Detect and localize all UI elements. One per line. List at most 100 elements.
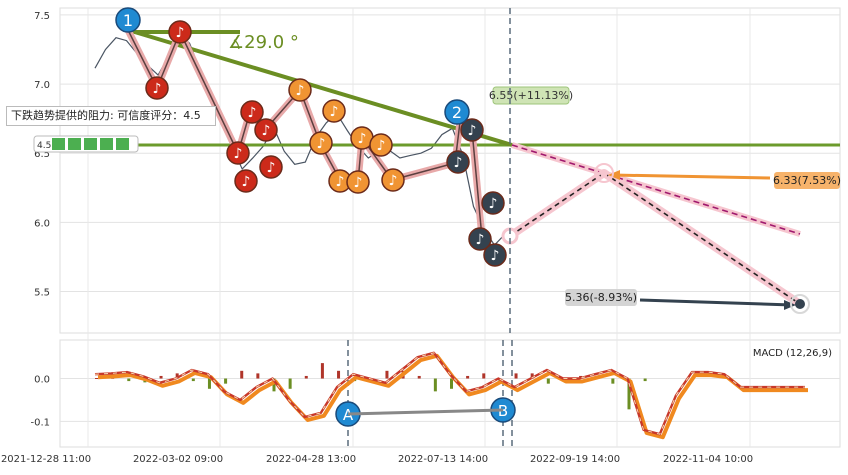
macd-histogram-bar bbox=[191, 378, 195, 382]
note-marker-glyph: ♪ bbox=[468, 123, 477, 139]
note-marker bbox=[483, 243, 507, 267]
macd-histogram-bar bbox=[256, 373, 260, 379]
note-marker-glyph: ♪ bbox=[153, 81, 162, 97]
macd-histogram-bar bbox=[240, 370, 244, 379]
note-marker-glyph: ♪ bbox=[454, 155, 463, 171]
macd-histogram-bar bbox=[627, 378, 631, 410]
rating-star bbox=[100, 138, 113, 150]
note-marker-glyph: ♪ bbox=[354, 175, 363, 191]
rating-star bbox=[116, 138, 129, 150]
projection-mid bbox=[509, 172, 605, 237]
macd-histogram-bar bbox=[433, 378, 437, 392]
x-tick: 2021-12-28 11:00 bbox=[1, 454, 91, 465]
note-marker-glyph: ♪ bbox=[267, 160, 276, 176]
low-target-label: 5.36(-8.93%) bbox=[565, 291, 637, 304]
x-tick: 2022-07-13 14:00 bbox=[398, 454, 488, 465]
note-marker bbox=[381, 168, 405, 192]
projection-upper bbox=[511, 144, 801, 235]
note-marker-glyph: ♪ bbox=[234, 146, 243, 162]
mid-target-label: 6.33(7.53%) bbox=[773, 174, 841, 187]
note-marker-glyph: ♪ bbox=[242, 174, 251, 190]
macd-panel bbox=[59, 339, 841, 448]
note-marker-glyph: ♪ bbox=[377, 138, 386, 154]
price-y-tick: 7.5 bbox=[34, 11, 50, 22]
note-marker-glyph: ♪ bbox=[248, 105, 257, 121]
macd-title: MACD (12,26,9) bbox=[753, 348, 832, 359]
macd-histogram-bar bbox=[224, 378, 228, 384]
macd-histogram-bar bbox=[95, 378, 98, 380]
x-tick: 2022-04-28 13:00 bbox=[266, 454, 356, 465]
note-marker bbox=[346, 170, 370, 194]
note-marker bbox=[309, 131, 333, 155]
macd-histogram-bar bbox=[288, 378, 292, 389]
target-circle-low-inner bbox=[795, 299, 805, 309]
projection-dark-arrow bbox=[639, 298, 793, 307]
macd-histogram-bar bbox=[159, 375, 163, 379]
numbered-point-label: 1 bbox=[123, 11, 133, 30]
macd-dash-overlay bbox=[94, 352, 805, 435]
target-circle-mid bbox=[594, 163, 614, 183]
x-ticks: 2021-12-28 11:00 2022-03-02 09:00 2022-04-… bbox=[1, 454, 753, 465]
low-target-box bbox=[565, 289, 637, 306]
x-tick: 2022-03-02 09:00 bbox=[133, 454, 223, 465]
note-marker-glyph: ♪ bbox=[389, 173, 398, 189]
note-marker-glyph: ♪ bbox=[262, 123, 271, 139]
macd-histogram-bar bbox=[417, 375, 421, 379]
note-marker bbox=[460, 118, 484, 142]
macd-y-ticks: 0.0 -0.1 bbox=[30, 375, 50, 429]
note-marker bbox=[254, 118, 278, 142]
macd-y-tick: 0.0 bbox=[34, 375, 50, 386]
macd-histogram-bar bbox=[546, 378, 550, 384]
price-y-tick: 7.0 bbox=[34, 80, 50, 91]
macd-histogram-bar bbox=[611, 378, 615, 384]
price-y-ticks: 7.5 7.0 6.5 6.0 5.5 bbox=[34, 11, 50, 299]
note-marker bbox=[145, 76, 169, 100]
upper-target-label: 6.55(+11.13%) bbox=[489, 89, 573, 102]
mid-target-box bbox=[774, 172, 840, 189]
note-marker-glyph: ♪ bbox=[358, 131, 367, 147]
macd-histogram-bar bbox=[514, 373, 518, 379]
note-marker-glyph: ♪ bbox=[296, 83, 305, 99]
rating-stars bbox=[52, 138, 129, 150]
target-circle-mid-inner bbox=[600, 169, 608, 177]
note-marker-glyph: ♪ bbox=[491, 248, 500, 264]
note-marker-glyph: ♪ bbox=[176, 25, 185, 41]
macd-histogram-bar bbox=[304, 375, 308, 379]
dark-arrow-head bbox=[784, 300, 796, 310]
note-marker bbox=[240, 100, 264, 124]
macd-histogram-bar bbox=[207, 378, 211, 389]
macd-histogram-bar bbox=[466, 375, 470, 379]
note-marker bbox=[288, 78, 312, 102]
projection-low bbox=[603, 172, 801, 305]
resistance-note: 下跌趋势提供的阻力: 可信度评分：4.5 bbox=[6, 106, 216, 126]
price-y-tick: 6.0 bbox=[34, 218, 50, 229]
macd-histogram-bar bbox=[127, 378, 131, 382]
macd-ab-connector bbox=[347, 408, 504, 416]
note-marker bbox=[259, 155, 283, 179]
numbered-point bbox=[444, 99, 470, 125]
grid-lines bbox=[60, 8, 840, 447]
macd-histogram-bar bbox=[337, 370, 341, 379]
upper-target-box bbox=[492, 86, 570, 105]
note-marker bbox=[468, 227, 492, 251]
numbered-point bbox=[115, 7, 141, 33]
price-y-tick: 5.5 bbox=[34, 288, 50, 299]
macd-histogram-bar bbox=[272, 378, 276, 392]
note-marker-glyph: ♪ bbox=[336, 174, 345, 190]
target-circle-low bbox=[790, 294, 810, 314]
macd-histogram-bar bbox=[385, 370, 389, 379]
macd-histogram-bar bbox=[175, 373, 179, 379]
x-tick: 2022-09-19 14:00 bbox=[530, 454, 620, 465]
macd-histogram-bar bbox=[482, 373, 486, 379]
price-y-tick: 6.5 bbox=[34, 149, 50, 160]
note-marker bbox=[481, 191, 505, 215]
macd-histogram-bar bbox=[450, 378, 453, 389]
note-marker-glyph: ♪ bbox=[489, 196, 498, 212]
note-marker bbox=[168, 20, 192, 44]
note-marker bbox=[369, 133, 393, 157]
rating-star bbox=[52, 138, 65, 150]
rating-star bbox=[68, 138, 81, 150]
angle-label: ∡29.0 ° bbox=[228, 32, 299, 53]
note-marker bbox=[234, 169, 258, 193]
